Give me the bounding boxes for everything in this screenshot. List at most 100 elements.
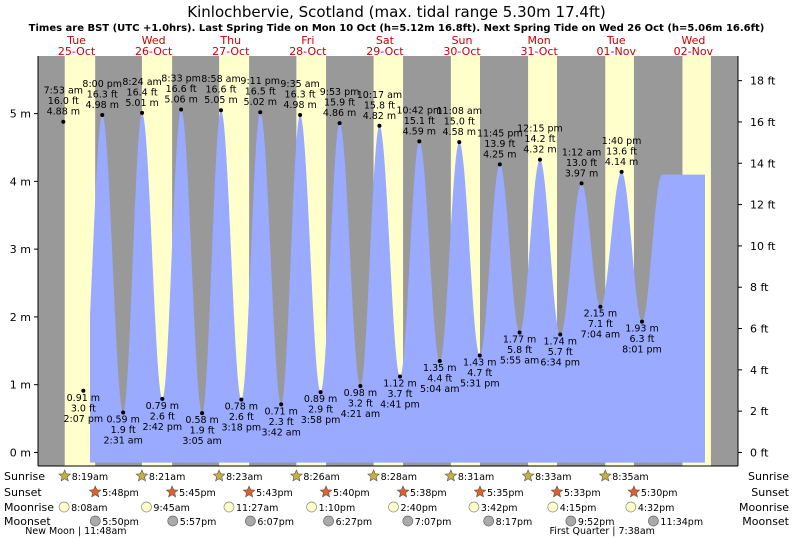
sunset-icon <box>242 485 256 498</box>
sunset-time: 5:30pm <box>641 488 678 499</box>
tide-label-line: 2.15 m <box>584 309 617 320</box>
tide-label-line: 4.82 m <box>363 111 396 122</box>
moonset-icon <box>565 515 577 527</box>
tide-label-line: 2.9 ft <box>308 405 333 416</box>
tide-label-line: 16.3 ft <box>285 89 316 100</box>
chart-subtitle: Times are BST (UTC +1.0hrs). Last Spring… <box>29 23 765 34</box>
tide-label-line: 1:40 pm <box>602 136 642 147</box>
y-tick-label-m: 4 m <box>10 175 31 188</box>
tide-label-line: 4.4 ft <box>427 373 452 384</box>
tide-point <box>258 110 263 115</box>
y-tick-label-ft: 14 ft <box>750 157 776 170</box>
tide-label-line: 8:00 pm <box>82 79 122 90</box>
moonrise-time: 8:08am <box>71 503 107 514</box>
tide-label-line: 1:12 am <box>562 147 601 158</box>
moonrise-icon <box>141 501 152 513</box>
tide-point <box>121 410 126 415</box>
astro-row-label-right: Sunset <box>751 486 789 499</box>
moonset-icon <box>167 515 179 527</box>
tide-label-line: 6.3 ft <box>629 334 654 345</box>
tide-label-line: 15.0 ft <box>444 117 475 128</box>
tide-point <box>318 390 323 395</box>
tide-label-line: 16.6 ft <box>205 85 236 96</box>
tide-point <box>477 353 482 358</box>
tide-curve <box>90 109 705 463</box>
tide-point <box>160 396 165 401</box>
tide-label-line: 4.14 m <box>605 157 638 168</box>
moonset-time: 5:50pm <box>102 517 139 528</box>
tide-label-line: 15.9 ft <box>324 98 355 109</box>
sunrise-time: 8:33am <box>535 472 571 483</box>
moonset-icon <box>648 515 659 527</box>
tide-label-line: 7:53 am <box>44 86 83 97</box>
tide-label-line: 5:31 pm <box>460 379 500 390</box>
chart-title: Kinlochbervie, Scotland (max. tidal rang… <box>187 3 605 21</box>
astro-row-label-right: Sunrise <box>748 470 789 483</box>
tide-label-line: 16.5 ft <box>245 87 276 98</box>
tide-point <box>81 388 86 393</box>
sunset-time: 5:40pm <box>333 488 370 499</box>
moonrise-time: 11:27am <box>236 503 278 514</box>
y-axis-right: 0 ft 2 ft 4 ft 6 ft 8 ft 10 ft 12 ft 14 ft 16 ft… <box>737 56 776 466</box>
tide-label-line: 13.6 ft <box>606 146 637 157</box>
sunrise-icon <box>367 469 381 482</box>
tide-label-line: 2.6 ft <box>150 411 175 422</box>
astro-row-label-right: Moonset <box>742 515 789 528</box>
low-tide-label: 1.74 m5.7 ft6:34 pm <box>540 337 580 369</box>
moonrise-icon <box>625 501 637 513</box>
tide-label-line: 1.74 m <box>544 337 577 348</box>
sunset-time: 5:43pm <box>256 488 293 499</box>
sunset-icon <box>165 485 179 498</box>
sunset-time: 5:35pm <box>487 488 524 499</box>
tide-label-line: 3:42 am <box>261 427 300 438</box>
tide-label-line: 0.78 m <box>225 402 258 413</box>
tide-label-line: 16.3 ft <box>87 89 118 100</box>
y-tick-label-ft: 0 ft <box>750 446 769 459</box>
tide-point <box>200 411 205 416</box>
sunset-time: 5:48pm <box>102 488 139 499</box>
moonset-icon <box>89 515 101 527</box>
day-headers: Tue25-OctWed26-OctThu27-OctFri28-OctSat2… <box>58 34 714 58</box>
moonrise-icon <box>388 501 399 513</box>
tide-point <box>179 107 184 112</box>
day-date-label: 30-Oct <box>443 45 481 58</box>
tide-label-line: 0.58 m <box>185 415 218 426</box>
sunset-time: 5:45pm <box>179 488 216 499</box>
tide-label-line: 4.7 ft <box>467 368 492 379</box>
tide-label-line: 0.91 m <box>67 393 100 404</box>
low-tide-label: 2.15 m7.1 ft7:04 am <box>581 309 620 341</box>
day-date-label: 26-Oct <box>135 45 173 58</box>
day-date-label: 01-Nov <box>597 45 637 58</box>
tide-point <box>298 112 303 117</box>
tide-label-line: 3:18 pm <box>222 423 262 434</box>
low-tide-label: 0.98 m3.2 ft4:21 am <box>341 388 380 420</box>
y-tick-label-ft: 10 ft <box>750 240 776 253</box>
low-tide-label: 1.35 m4.4 ft5:04 am <box>420 363 459 395</box>
y-tick-label-ft: 6 ft <box>750 323 769 336</box>
sunrise-time: 8:31am <box>458 472 494 483</box>
tide-label-line: 16.0 ft <box>48 96 79 107</box>
sunset-icon <box>627 485 641 498</box>
tide-label-line: 13.9 ft <box>484 139 515 150</box>
tide-label-line: 5:55 am <box>500 355 539 366</box>
y-tick-label-ft: 18 ft <box>750 75 776 88</box>
tide-label-line: 3.97 m <box>565 168 598 179</box>
tide-label-line: 0.59 m <box>106 414 139 425</box>
tide-label-line: 2:42 pm <box>143 422 183 433</box>
moonset-time: 8:17pm <box>496 517 533 528</box>
tide-label-line: 1.93 m <box>625 324 658 335</box>
moonrise-time: 1:10pm <box>319 503 356 514</box>
tide-point <box>558 332 563 337</box>
tide-label-line: 4.98 m <box>86 100 119 111</box>
sunrise-time: 8:23am <box>226 472 262 483</box>
tide-label-line: 1.12 m <box>383 379 416 390</box>
tide-point <box>61 119 66 124</box>
moonrise-icon <box>306 501 317 513</box>
